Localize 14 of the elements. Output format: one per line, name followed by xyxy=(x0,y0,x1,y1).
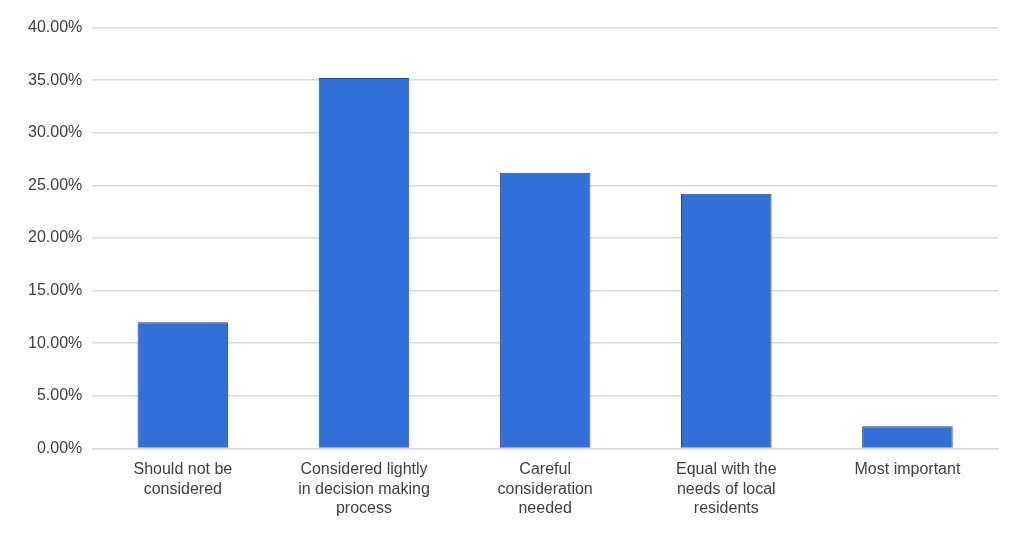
x-tick-label: Careful consideration needed xyxy=(497,460,593,516)
x-tick-label: Most important xyxy=(854,460,961,478)
x-tick-label: Equal with the needs of local residents xyxy=(676,460,777,516)
y-tick-label: 5.00% xyxy=(36,386,83,404)
y-tick-label: 40.00% xyxy=(28,18,83,36)
x-tick-label: Should not be considered xyxy=(133,460,233,497)
y-tick-label: 10.00% xyxy=(28,333,83,351)
y-tick-label: 20.00% xyxy=(28,228,83,246)
y-tick-label: 15.00% xyxy=(28,281,83,299)
y-tick-label: 25.00% xyxy=(28,175,83,193)
x-tick-label: Considered lightly in decision making process xyxy=(298,460,430,516)
y-tick-label: 30.00% xyxy=(28,123,83,141)
y-tick-label: 0.00% xyxy=(36,438,83,456)
y-tick-label: 35.00% xyxy=(28,70,83,88)
